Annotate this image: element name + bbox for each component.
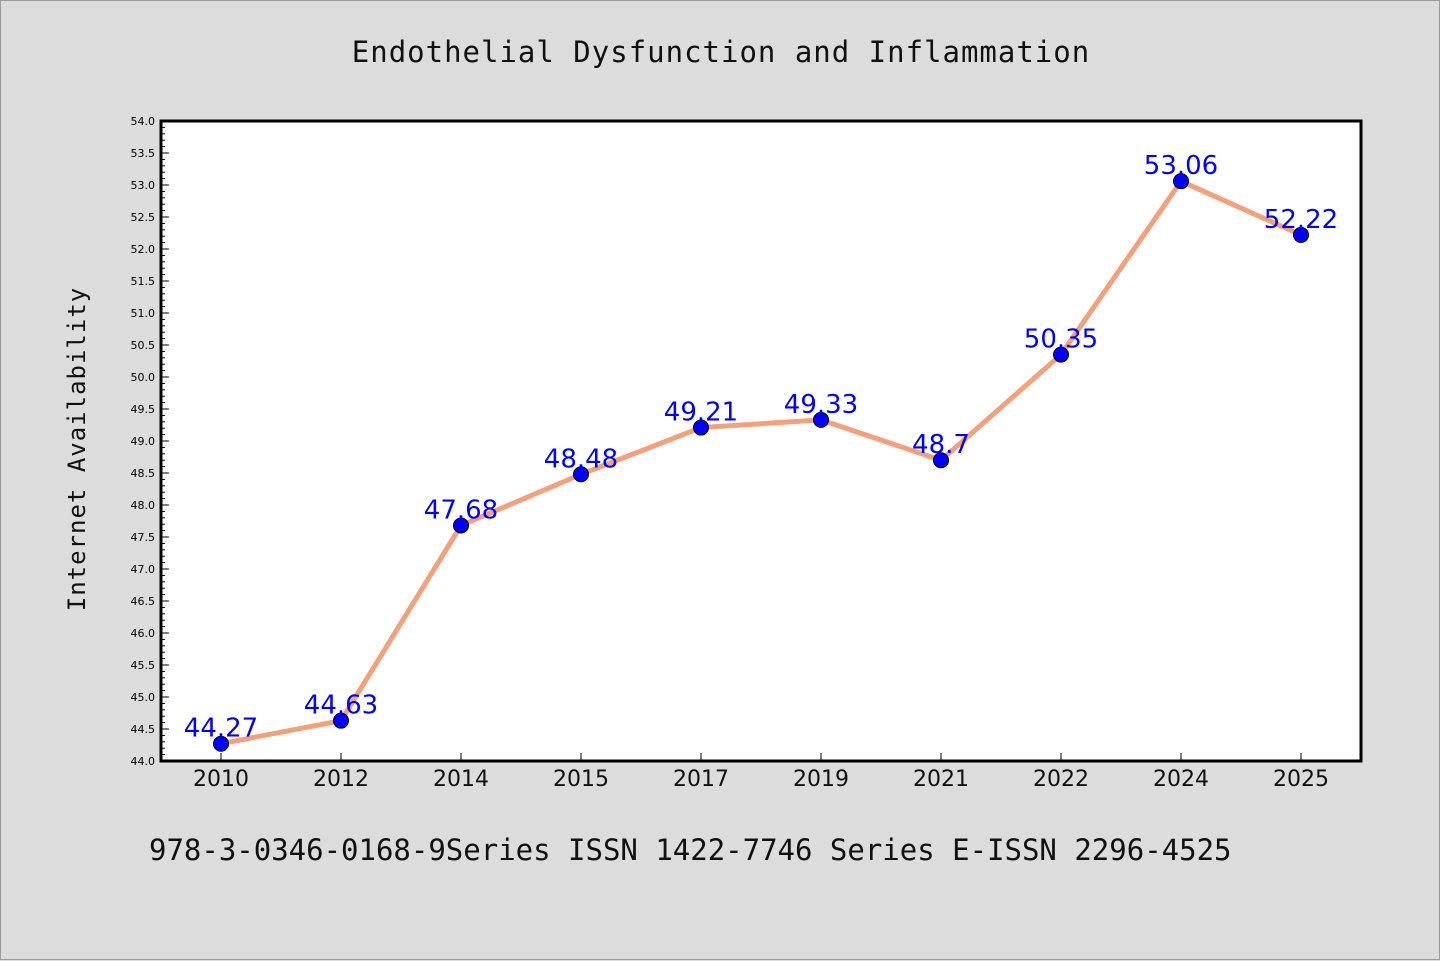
chart-title: Endothelial Dysfunction and Inflammation bbox=[351, 35, 1091, 69]
data-point bbox=[573, 466, 589, 483]
x-tick-label: 2025 bbox=[1273, 767, 1329, 792]
y-tick-label: 51.0 bbox=[131, 307, 156, 320]
y-tick-label: 50.5 bbox=[131, 339, 156, 352]
y-tick-label: 49.0 bbox=[131, 435, 156, 448]
y-tick-label: 49.5 bbox=[131, 403, 156, 416]
y-tick-label: 46.0 bbox=[131, 627, 156, 640]
data-point bbox=[933, 452, 949, 469]
data-label: 49.33 bbox=[784, 390, 858, 420]
data-point bbox=[1293, 226, 1309, 243]
x-tick-label: 2014 bbox=[433, 767, 489, 792]
y-tick-label: 52.0 bbox=[131, 243, 156, 256]
y-tick-label: 44.0 bbox=[131, 755, 156, 768]
y-tick-label: 45.0 bbox=[131, 691, 156, 704]
y-tick-label: 53.5 bbox=[131, 147, 156, 160]
y-tick-label: 48.5 bbox=[131, 467, 156, 480]
data-label: 53.06 bbox=[1144, 151, 1218, 181]
series-line bbox=[218, 178, 1304, 747]
data-point bbox=[1173, 173, 1189, 190]
y-tick-label: 48.0 bbox=[131, 499, 156, 512]
data-point bbox=[213, 735, 229, 752]
y-tick-label: 44.5 bbox=[131, 723, 156, 736]
data-point bbox=[333, 712, 349, 729]
data-point bbox=[693, 419, 709, 436]
x-tick-label: 2017 bbox=[673, 767, 729, 792]
y-tick-label: 47.0 bbox=[131, 563, 156, 576]
data-label: 44.63 bbox=[304, 691, 378, 721]
x-tick-label: 2022 bbox=[1033, 767, 1089, 792]
y-tick-label: 50.0 bbox=[131, 371, 156, 384]
y-tick-label: 53.0 bbox=[131, 179, 156, 192]
data-label: 49.21 bbox=[664, 398, 738, 428]
x-tick-label: 2021 bbox=[913, 767, 969, 792]
data-label: 47.68 bbox=[424, 495, 498, 525]
data-label: 48.7 bbox=[912, 430, 970, 460]
plot-frame bbox=[159, 119, 1363, 763]
y-tick-label: 47.5 bbox=[131, 531, 156, 544]
data-label: 52.22 bbox=[1264, 205, 1338, 235]
data-point bbox=[813, 411, 829, 428]
y-tick-label: 45.5 bbox=[131, 659, 156, 672]
y-tick-label: 54.0 bbox=[131, 115, 156, 128]
data-label: 44.27 bbox=[184, 714, 258, 744]
data-point bbox=[453, 517, 469, 534]
x-tick-label: 2012 bbox=[313, 767, 369, 792]
data-label: 48.48 bbox=[544, 444, 618, 474]
x-tick-label: 2024 bbox=[1153, 767, 1209, 792]
x-tick-label: 2015 bbox=[553, 767, 609, 792]
chart-footer: 978-3-0346-0168-9Series ISSN 1422-7746 S… bbox=[149, 833, 1232, 867]
y-tick-label: 51.5 bbox=[131, 275, 156, 288]
data-point bbox=[1053, 346, 1069, 363]
x-tick-label: 2019 bbox=[793, 767, 849, 792]
data-label: 50.35 bbox=[1024, 325, 1098, 355]
x-tick-label: 2010 bbox=[193, 767, 249, 792]
y-tick-label: 52.5 bbox=[131, 211, 156, 224]
y-tick-label: 46.5 bbox=[131, 595, 156, 608]
